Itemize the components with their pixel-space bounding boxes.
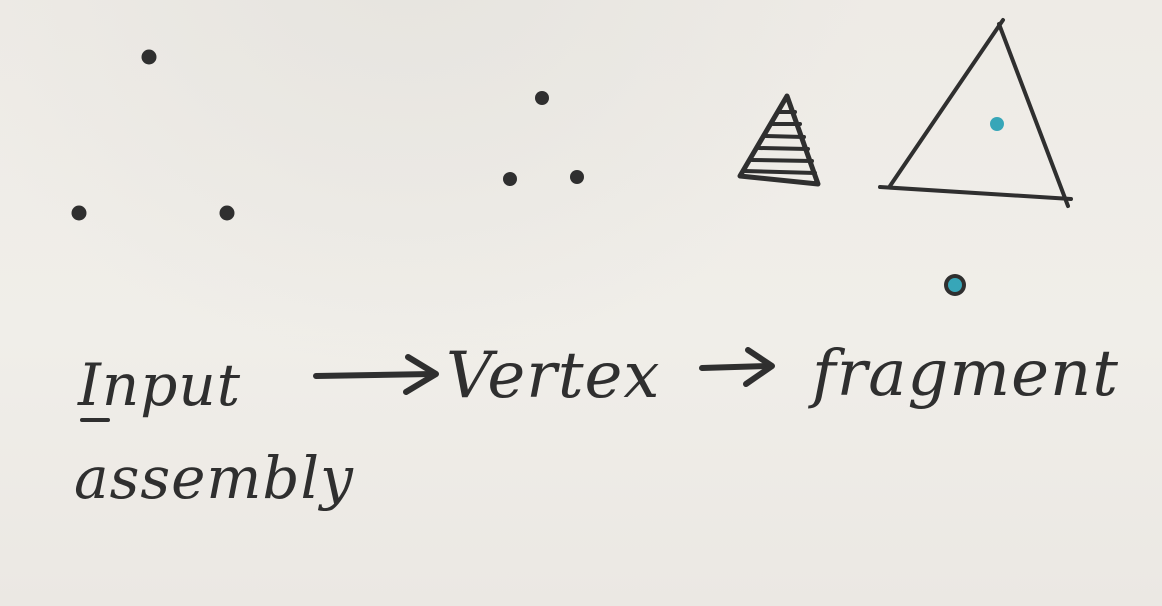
input-point-right [219,205,235,221]
arrow-input-to-vertex-icon [313,354,439,395]
vertex-point-left [503,172,517,186]
fragment-triangle-icon [878,18,1073,208]
input-point-left [71,205,87,221]
input-assembly-label-line1: Input [78,351,242,419]
input-point-top [141,49,157,65]
fragment-sample-dot [990,117,1004,131]
fragment-output-dot-icon [944,274,966,296]
input-points-group [71,49,235,221]
vertex-stage-label: Vertex [446,339,661,413]
vertex-points-group [503,91,584,186]
arrow-vertex-to-fragment-icon [699,347,775,387]
vertex-point-right [570,170,584,184]
hatched-triangle-icon [737,93,821,187]
input-underline [80,418,110,422]
input-assembly-label-line2: assembly [74,444,354,512]
fragment-stage-label: fragment [812,337,1119,411]
vertex-point-top [535,91,549,105]
